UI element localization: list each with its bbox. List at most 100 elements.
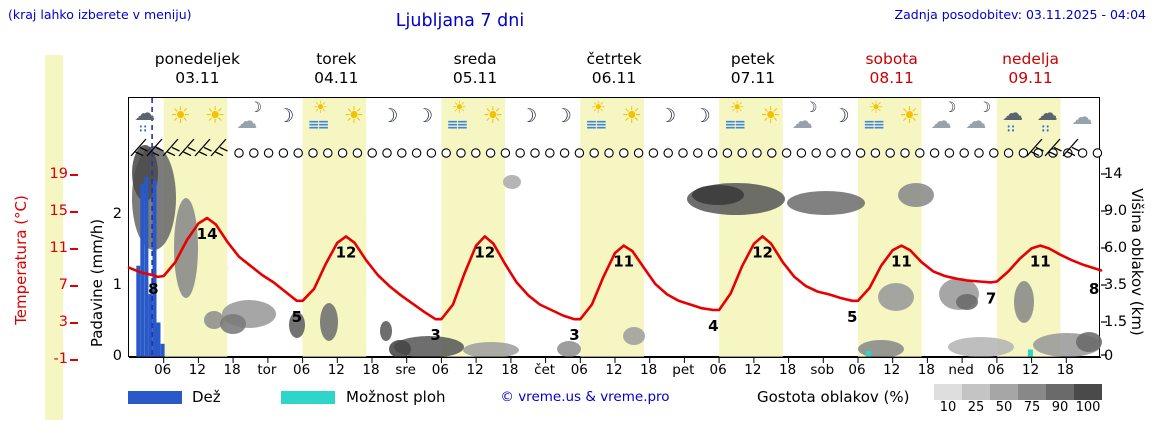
day-header-petek: petek 07.11 — [731, 50, 775, 88]
day-abbrev-label: tor — [257, 362, 277, 378]
cloud-height-tick-label: 9.0 — [1104, 203, 1128, 219]
svg-text:11: 11 — [613, 253, 634, 271]
day-abbrev-label: pet — [672, 362, 695, 378]
temp-tick-label: 7 — [58, 277, 68, 293]
weather-icon-cloud-moon: ☽ ☁ — [930, 100, 957, 133]
day-header-sreda: sreda 05.11 — [453, 50, 497, 88]
weather-icon-moon-cloud: ☽ ☁ — [236, 100, 263, 133]
day-date: 07.11 — [730, 69, 776, 87]
day-date: 06.11 — [591, 69, 637, 87]
day-abbrev-label: čet — [534, 362, 556, 378]
day-name: torek — [316, 50, 357, 68]
cloud-scale-value: 75 — [1023, 400, 1041, 415]
svg-text:12: 12 — [336, 243, 357, 261]
day-header-torek: torek 04.11 — [314, 50, 358, 88]
weather-icon-moon: ☽ — [381, 105, 399, 127]
hour-label: 18 — [917, 362, 935, 378]
hour-label: 12 — [744, 362, 762, 378]
weather-icon-moon: ☽ — [554, 105, 572, 127]
hour-label: 12 — [1022, 362, 1040, 378]
rain-legend-swatch — [128, 391, 182, 404]
day-name: sreda — [453, 50, 497, 68]
svg-text:5: 5 — [847, 308, 857, 326]
weather-icon-moon: ☽ — [277, 105, 295, 127]
cloud-scale-box — [1046, 384, 1074, 400]
showers-legend-label: Možnost ploh — [346, 388, 446, 406]
hour-label: 12 — [327, 362, 345, 378]
cloud-scale-values: 10 25 50 75 90 100 — [934, 400, 1106, 415]
weather-icon-moon: ☽ — [693, 105, 711, 127]
day-header-sobota: sobota 08.11 — [865, 50, 917, 88]
temp-tick-mark — [70, 248, 78, 250]
cloud-scale-boxes — [934, 384, 1106, 400]
cloud-height-tick-label: 6.0 — [1104, 240, 1128, 256]
hour-label: 06 — [709, 362, 727, 378]
temp-tick-label: 15 — [49, 203, 68, 219]
cloud-density-scale: 10 25 50 75 90 100 — [934, 384, 1106, 415]
svg-text:3: 3 — [430, 326, 440, 344]
hour-label: 06 — [570, 362, 588, 378]
day-name: petek — [730, 50, 775, 68]
svg-text:3: 3 — [569, 326, 579, 344]
left-yellow-strip — [45, 55, 63, 420]
weather-icon-sun: ☀ — [170, 103, 191, 129]
weather-icon-rain: ☁ ∶ ∶ — [1002, 101, 1024, 135]
cloud-scale-box — [1074, 384, 1102, 400]
temp-tick-mark — [70, 211, 78, 213]
cloud-scale-box — [990, 384, 1018, 400]
temperature-axis-title: Temperatura (°C) — [12, 195, 30, 325]
day-date: 05.11 — [452, 69, 498, 87]
hour-label: 12 — [188, 362, 206, 378]
cloud-density-legend-label: Gostota oblakov (%) — [757, 388, 910, 406]
cloud-scale-value: 100 — [1075, 400, 1101, 415]
day-header-četrtek: četrtek 06.11 — [586, 50, 641, 88]
weather-icon-fog-sun: ☀ ≡≡ — [446, 98, 469, 133]
cloud-height-tick-label: 0 — [1104, 348, 1114, 364]
svg-text:8: 8 — [1089, 280, 1099, 298]
hour-label: 12 — [605, 362, 623, 378]
precip-tick-label: 0 — [112, 348, 122, 364]
rain-legend-label: Dež — [192, 388, 221, 406]
day-header-ponedeljek: ponedeljek 03.11 — [155, 50, 240, 88]
day-name: nedelja — [1002, 50, 1060, 68]
hour-label: 06 — [848, 362, 866, 378]
day-name: ponedeljek — [154, 50, 240, 68]
day-name: četrtek — [586, 50, 642, 68]
credit-link[interactable]: © vreme.us & vreme.pro — [500, 389, 670, 405]
weather-icon-moon-cloud: ☽ ☁ — [791, 100, 818, 133]
last-update: Zadnja posodobitev: 03.11.2025 - 04:04 — [894, 7, 1146, 22]
weather-icon-sun: ☀ — [204, 103, 226, 129]
temp-tick-label: 3 — [58, 314, 68, 330]
cloud-scale-box — [1018, 384, 1046, 400]
svg-text:4: 4 — [708, 317, 718, 335]
temp-tick-label: 11 — [49, 240, 68, 256]
weather-icon-fog-sun: ☀ ≡≡ — [585, 98, 608, 133]
weather-icon-sun: ☀ — [621, 103, 643, 129]
svg-text:11: 11 — [891, 253, 912, 271]
svg-text:14: 14 — [197, 225, 218, 243]
weather-icon-fog-sun: ☀ ≡≡ — [307, 98, 330, 133]
time-axis-labels: 06 12 18 tor 06 12 18 sre 06 12 18 čet 06 12 18 pet 06 12… — [0, 362, 1152, 380]
menu-hint: (kraj lahko izberete v meniju) — [8, 7, 192, 22]
weather-icon-sun: ☀ — [899, 103, 920, 129]
cloud-height-tick-label: 1.5 — [1104, 314, 1128, 330]
temp-tick-label: 19 — [49, 166, 68, 182]
svg-text:5: 5 — [292, 308, 302, 326]
cloud-scale-value: 10 — [939, 400, 957, 415]
day-name: sobota — [865, 50, 918, 68]
hour-label: 18 — [1056, 362, 1074, 378]
cloud-scale-box — [962, 384, 990, 400]
weather-icon-rain: ☁ ∶ ∶ — [134, 101, 156, 135]
weather-icon-sun: ☀ — [343, 103, 365, 129]
day-header-nedelja: nedelja 09.11 — [1002, 50, 1059, 88]
day-abbrev-label: ned — [948, 362, 974, 378]
cloud-height-tick-label: 14 — [1104, 166, 1123, 182]
hour-label: 06 — [987, 362, 1005, 378]
cloud-scale-box — [934, 384, 962, 400]
precip-tick-label: 2 — [112, 206, 122, 222]
weather-icon-moon-cloud: ☽ ☁ — [965, 100, 992, 133]
hour-label: 06 — [154, 362, 172, 378]
day-abbrev-label: sre — [395, 362, 416, 378]
weather-icon-fog-sun: ☀ ≡≡ — [863, 98, 885, 133]
